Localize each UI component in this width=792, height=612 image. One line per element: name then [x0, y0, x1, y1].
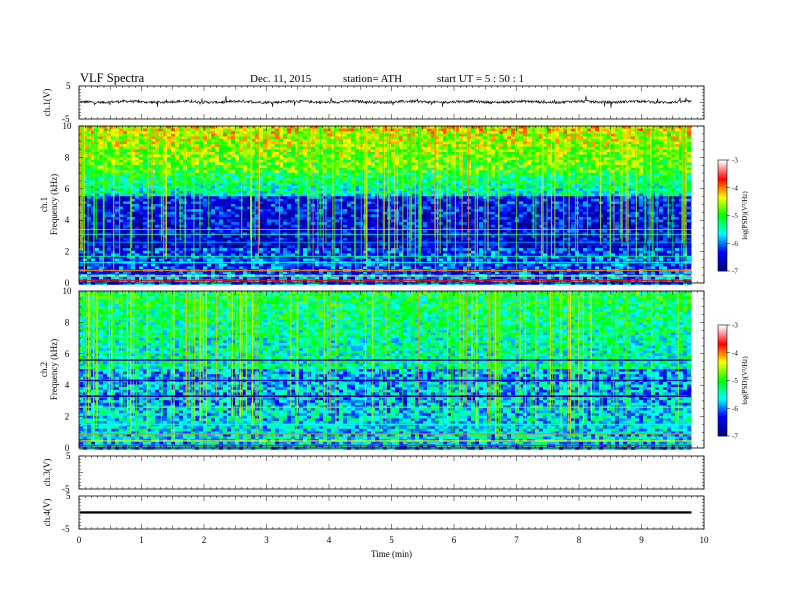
ch2-colorbar-label: log(PSD)(V²/Hz)	[741, 356, 749, 405]
ch2-colorbar-tick-label: -5	[732, 377, 738, 385]
x-tick-label: 5	[389, 535, 394, 545]
x-tick-label: 3	[264, 535, 269, 545]
ch4-ytick-label: 5	[66, 491, 71, 501]
ch2-freq-label: Frequency (kHz)	[49, 339, 59, 400]
ch2-colorbar	[718, 325, 727, 436]
ch1-colorbar-label: log(PSD)(V²/Hz)	[741, 191, 749, 240]
x-tick-label: 2	[202, 535, 207, 545]
ch2-colorbar-tick-label: -7	[732, 433, 738, 441]
ch4-ylabel: ch.4(V)	[42, 499, 52, 527]
x-tick-label: 6	[452, 535, 457, 545]
ch1-colorbar-tick-label: -3	[732, 157, 738, 165]
ch1-ytick-label: 10	[63, 121, 73, 131]
ch2-colorbar-tick-label: -3	[732, 322, 738, 330]
x-tick-label: 4	[327, 535, 332, 545]
ch1-ytick-label: 4	[65, 215, 70, 225]
ch2-ytick-label: 8	[65, 317, 70, 327]
ch1-channel-label: ch.1	[39, 197, 49, 212]
ch1-ylabel: ch.1(V)	[42, 89, 52, 117]
ch2-ytick-label: 10	[63, 286, 73, 296]
x-tick-label: 0	[77, 535, 82, 545]
ch3-ytick-label: 5	[66, 451, 71, 461]
ch2-heatmap	[79, 291, 692, 450]
x-tick-label: 9	[639, 535, 644, 545]
ch2-channel-label: ch.2	[39, 362, 49, 377]
x-tick-label: 10	[700, 535, 710, 545]
ch2-colorbar-tick-label: -6	[732, 405, 738, 413]
ch1-trace	[80, 96, 692, 108]
ch1-ytick-label: 8	[65, 152, 70, 162]
x-tick-label: 8	[577, 535, 582, 545]
ch4-ytick-label: -5	[62, 524, 70, 534]
ch2-ytick-label: 4	[65, 380, 70, 390]
ch1-colorbar-tick-label: -6	[732, 240, 738, 248]
ch2-ytick-label: 6	[65, 349, 70, 359]
vlf-figure: 5-5ch.1(V)0246810ch.1 Frequency (kHz)-3-4…	[0, 0, 792, 612]
ch1-freq-label: Frequency (kHz)	[49, 174, 59, 235]
ch1-colorbar-tick-label: -7	[732, 268, 738, 276]
ch3-ylabel: ch.3(V)	[42, 459, 52, 487]
ch1-colorbar-tick-label: -5	[732, 212, 738, 220]
ch1-ytick-label: 5	[66, 81, 71, 91]
ch2-ytick-label: 2	[65, 412, 70, 422]
ch2-colorbar-tick-label: -4	[732, 349, 738, 357]
x-tick-label: 1	[139, 535, 144, 545]
ch1-colorbar-tick-label: -4	[732, 184, 738, 192]
ch1-heatmap	[79, 126, 692, 285]
x-axis-label: Time (min)	[371, 549, 412, 559]
ch1-ytick-label: 2	[65, 247, 70, 257]
ch1-ytick-label: 6	[65, 184, 70, 194]
ch4-trace	[80, 511, 692, 513]
ch1-colorbar	[718, 160, 727, 271]
x-tick-label: 7	[514, 535, 519, 545]
